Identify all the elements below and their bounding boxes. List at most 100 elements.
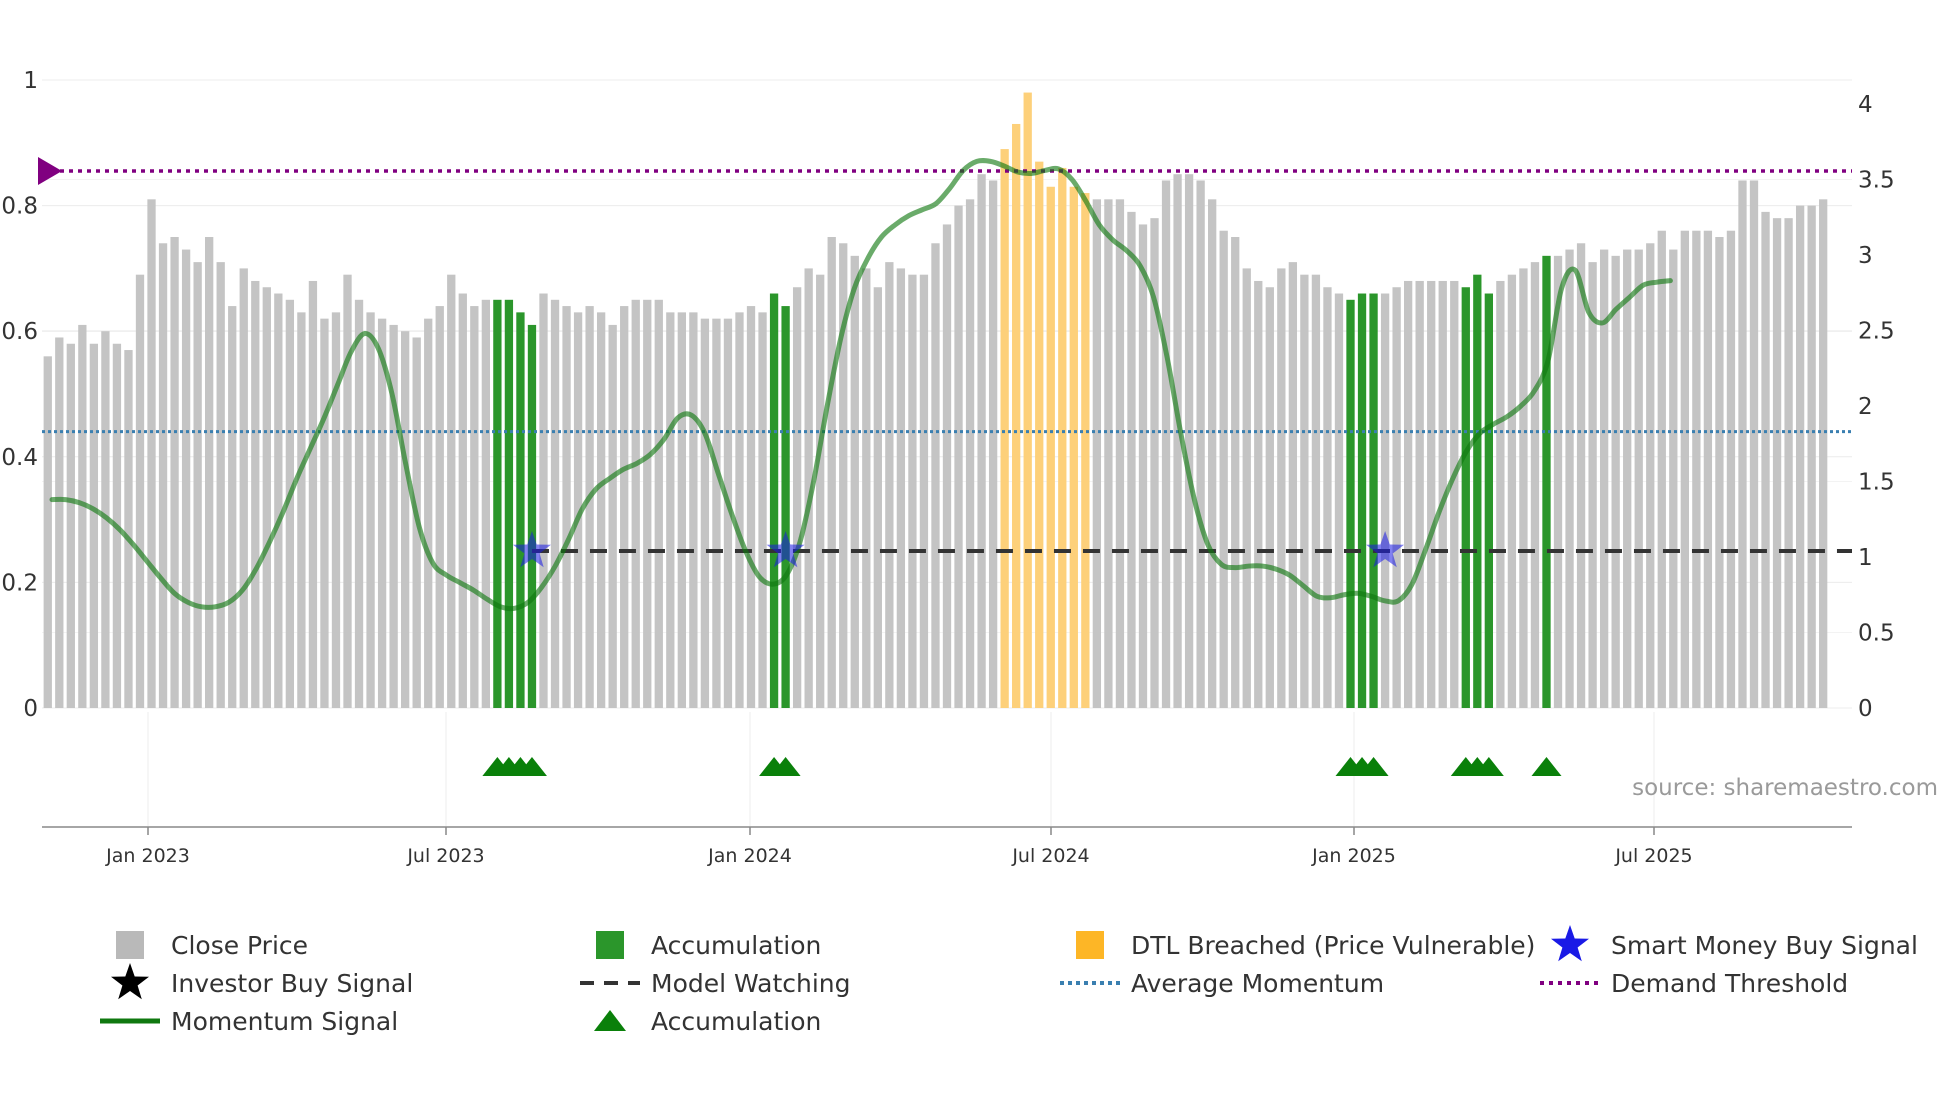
close-price-bar [700, 318, 710, 708]
left-axis-tick-label: 0.8 [1, 194, 38, 220]
close-price-bar [401, 331, 410, 708]
accumulation-bar [781, 306, 790, 708]
accumulation-marker-panel [42, 712, 1852, 828]
close-price-bar [1669, 249, 1678, 708]
close-price-bar [239, 268, 248, 708]
accumulation-marker [1473, 757, 1504, 776]
close-price-bar [1288, 262, 1298, 708]
right-axis-tick-label: 0.5 [1858, 621, 1895, 647]
accumulation-bar [516, 312, 525, 708]
close-price-bar [1392, 287, 1401, 708]
close-price-bar [1242, 268, 1251, 708]
close-price-bar [1092, 199, 1102, 708]
close-price-bar [1184, 174, 1194, 708]
close-price-bar [965, 199, 975, 708]
close-price-bar [792, 287, 802, 708]
legend-label: Demand Threshold [1611, 969, 1848, 998]
right-axis-tick-label: 0 [1858, 696, 1873, 722]
close-price-bar [988, 180, 998, 709]
accumulation-marker [1358, 757, 1389, 776]
close-price-bar [1599, 249, 1609, 708]
legend-label: Close Price [171, 931, 308, 960]
close-price-bar [354, 299, 364, 708]
close-price-bar [919, 274, 929, 708]
legend-item-close: Close Price [116, 931, 308, 960]
close-price-bar [216, 262, 225, 708]
close-price-bar [1496, 280, 1505, 708]
close-price-bar [297, 312, 306, 708]
close-price-bar [78, 324, 87, 708]
close-price-bar [1254, 280, 1263, 708]
close-price-bar [43, 356, 52, 708]
left-axis-tick-label: 0.6 [1, 319, 38, 345]
close-price-bar [1323, 287, 1332, 708]
dtl-breached-bar [1035, 161, 1044, 708]
close-price-bar [1150, 218, 1159, 708]
close-price-bar [470, 306, 479, 708]
close-price-bar [1231, 237, 1240, 708]
close-price-bar [135, 274, 145, 708]
accumulation-bar [1357, 293, 1367, 708]
accumulation-bar [493, 299, 502, 708]
left-axis-tick-label: 0.4 [1, 445, 38, 471]
legend-label: Average Momentum [1131, 969, 1384, 998]
legend-triangle-icon [594, 1010, 626, 1031]
close-price-bar [1703, 230, 1713, 708]
x-axis-tick-label: Jan 2025 [1311, 845, 1396, 867]
close-price-bar [758, 312, 767, 708]
right-axis-tick-label: 3 [1858, 243, 1873, 269]
legend-star-icon [111, 963, 149, 1000]
legend: Close Price Accumulation DTL Breached (Pri… [100, 925, 1918, 1036]
close-price-bar [1161, 180, 1171, 709]
x-axis-tick-label: Jan 2024 [707, 845, 792, 867]
close-price-bar [1646, 243, 1655, 708]
close-price-bar [1784, 218, 1793, 708]
legend-item-investor: Investor Buy Signal [111, 963, 413, 1000]
legend-item-accum_marker: Accumulation [594, 1007, 821, 1036]
close-price-bar [1138, 224, 1148, 708]
x-axis-tick-label: Jul 2024 [1011, 845, 1089, 867]
close-price-bar [1634, 249, 1643, 708]
legend-item-smart: Smart Money Buy Signal [1551, 925, 1918, 962]
close-price-bar [447, 274, 456, 708]
close-price-bar [1738, 180, 1747, 709]
close-price-bar [308, 280, 318, 708]
close-price-bar [1761, 211, 1770, 708]
close-price-bar [1208, 199, 1217, 708]
close-price-bar [205, 237, 214, 708]
close-price-bar [885, 262, 894, 708]
legend-item-watch: Model Watching [580, 969, 851, 998]
close-price-bar [424, 318, 433, 708]
close-price-bar [1104, 199, 1113, 708]
close-price-bar [816, 274, 825, 708]
close-price-bar [1519, 268, 1528, 708]
close-price-bar [643, 299, 652, 708]
smart-money-star [1366, 531, 1405, 568]
legend-label: Model Watching [651, 969, 851, 998]
close-price-bar [850, 255, 859, 708]
demand-threshold-marker [38, 157, 62, 186]
close-price-bar [274, 293, 283, 708]
accumulation-bar [527, 324, 537, 708]
accumulation-bar [1473, 274, 1482, 708]
close-price-bar [804, 268, 813, 708]
close-price-bar [124, 350, 133, 708]
right-axis-tick-label: 2 [1858, 394, 1873, 420]
close-price-bar [1611, 255, 1620, 708]
accumulation-bar [1461, 287, 1470, 708]
close-price-bar [193, 262, 202, 708]
close-price-bar [343, 274, 352, 708]
close-price-bar [746, 306, 756, 708]
close-price-bar [458, 293, 467, 708]
left-axis-ticks: 0 0.2 0.4 0.6 0.8 1 [1, 68, 38, 722]
close-price-bar [839, 243, 848, 708]
close-price-bar [1173, 174, 1182, 708]
close-price-bar [631, 299, 640, 708]
close-price-bar [170, 237, 179, 708]
left-axis-tick-label: 0 [23, 696, 38, 722]
close-price-bar [1311, 274, 1321, 708]
close-price-bar [1576, 243, 1586, 708]
legend-label: Smart Money Buy Signal [1611, 931, 1918, 960]
close-price-bar [1588, 262, 1597, 708]
legend-item-demand: Demand Threshold [1540, 969, 1848, 998]
